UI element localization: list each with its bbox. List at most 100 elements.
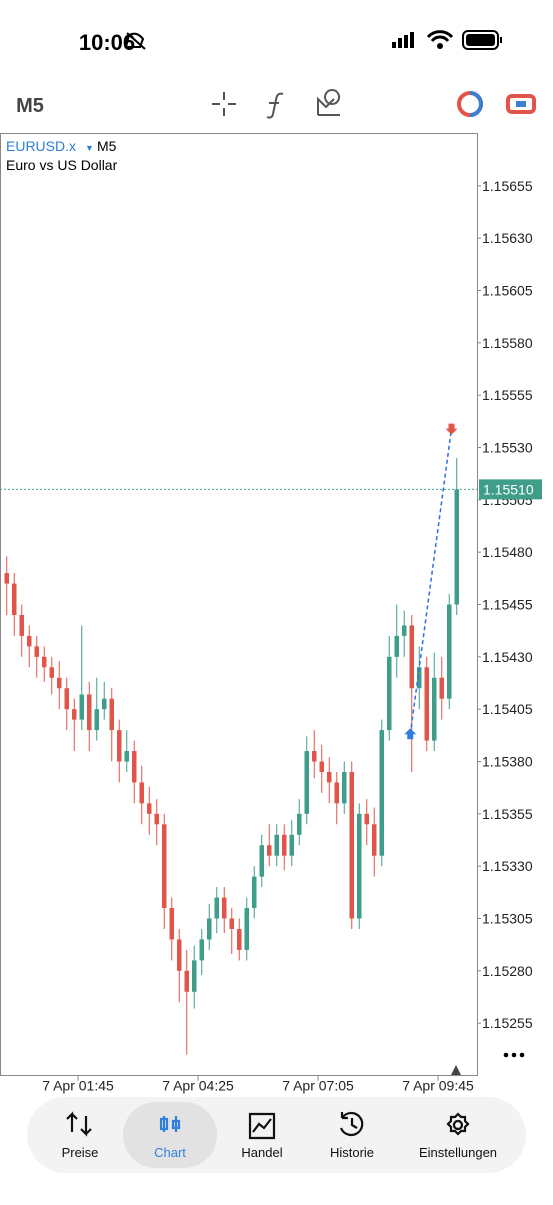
y-tick-label: 1.15530 — [482, 440, 533, 456]
tabs: Preise Chart Handel Historie Einstellungen — [62, 1102, 497, 1168]
tab-icon[interactable] — [248, 1112, 276, 1140]
candle-body — [372, 824, 377, 856]
status-time: 10:06 — [79, 30, 135, 55]
candle-body — [379, 730, 384, 856]
candle-body — [417, 667, 422, 689]
tab-label[interactable]: Chart — [154, 1145, 186, 1160]
candle-body — [327, 771, 332, 783]
candle-body — [342, 771, 347, 804]
status-icons — [124, 30, 502, 50]
y-tick-label: 1.15355 — [482, 806, 533, 822]
candle-body — [79, 694, 84, 720]
candle-body — [394, 635, 399, 657]
toolbar-icons[interactable] — [212, 89, 536, 119]
candle-body — [94, 709, 99, 731]
candle-body — [117, 730, 122, 762]
tab-label[interactable]: Preise — [62, 1145, 99, 1160]
more-menu[interactable] — [503, 1052, 525, 1058]
y-tick-label: 1.15330 — [482, 858, 533, 874]
candle-body — [289, 834, 294, 856]
y-tick-label: 1.15455 — [482, 597, 533, 613]
candle-body — [334, 782, 339, 804]
candle-body — [454, 489, 459, 605]
candle-body — [87, 694, 92, 731]
candle-body — [274, 834, 279, 856]
candle-body — [207, 918, 212, 940]
candle-body — [297, 813, 302, 835]
candle-body — [12, 583, 17, 615]
candle-body — [49, 667, 54, 678]
tab-icon[interactable] — [339, 1111, 364, 1137]
candle-body — [72, 709, 77, 720]
candle-body — [42, 656, 47, 668]
y-tick-label: 1.15380 — [482, 754, 533, 770]
candle-body — [282, 834, 287, 856]
candle-body — [259, 845, 264, 877]
y-tick-label: 1.15305 — [482, 911, 533, 927]
candle-body — [192, 960, 197, 992]
y-tick-label: 1.15480 — [482, 544, 533, 560]
candle-body — [267, 845, 272, 856]
current-price-label: 1.15510 — [483, 481, 534, 497]
x-tick-label: 7 Apr 07:05 — [282, 1078, 354, 1094]
tab-label[interactable]: Handel — [241, 1145, 282, 1160]
candle-body — [402, 625, 407, 636]
candle-body — [214, 897, 219, 919]
y-tick-label: 1.15405 — [482, 701, 533, 717]
candle-body — [19, 614, 24, 636]
candle-body — [169, 908, 174, 940]
symbol-dropdown[interactable]: ▼ — [85, 143, 94, 153]
candle-body — [177, 939, 182, 971]
candle-body — [357, 813, 362, 919]
candle-body — [424, 667, 429, 741]
symbol-description: Euro vs US Dollar — [6, 157, 118, 173]
candle-body — [387, 656, 392, 731]
candle-body — [132, 751, 137, 783]
candle-body — [147, 803, 152, 814]
tab-label[interactable]: Einstellungen — [419, 1145, 497, 1160]
candle-body — [162, 824, 167, 909]
y-tick-label: 1.15605 — [482, 283, 533, 299]
scroll-marker — [451, 1065, 461, 1075]
candle-body — [184, 970, 189, 992]
timeframe-button[interactable]: M5 — [16, 95, 44, 117]
trade-line — [409, 428, 453, 735]
x-tick-label: 7 Apr 09:45 — [402, 1078, 474, 1094]
candle-body — [312, 751, 317, 762]
tab-icon[interactable] — [446, 1112, 470, 1136]
candle-body — [139, 782, 144, 804]
plot: 1.15255 1.15280 1.15305 1.15330 1.15355 1.153… — [0, 178, 542, 1094]
candle-body — [237, 928, 242, 950]
candle-body — [229, 918, 234, 929]
y-tick-label: 1.15430 — [482, 649, 533, 665]
candle-body — [319, 761, 324, 772]
candle-body — [109, 698, 114, 731]
y-tick-label: 1.15280 — [482, 963, 533, 979]
buy-arrow — [404, 728, 417, 740]
candle-body — [244, 908, 249, 950]
y-tick-label: 1.15655 — [482, 178, 533, 194]
symbol-label[interactable]: EURUSD.x — [6, 138, 76, 154]
candle-body — [102, 698, 107, 710]
y-tick-label: 1.15255 — [482, 1015, 533, 1031]
tab-icon[interactable] — [159, 1116, 181, 1132]
candle-body — [4, 573, 9, 584]
candle-body — [57, 677, 62, 689]
tab-label[interactable]: Historie — [330, 1145, 374, 1160]
sell-arrow — [445, 423, 458, 435]
candle-body — [64, 688, 69, 710]
y-tick-label: 1.15630 — [482, 230, 533, 246]
candle-body — [349, 771, 354, 919]
candle-body — [439, 677, 444, 699]
candle-body — [27, 635, 32, 647]
candle-body — [124, 751, 129, 762]
tab-icon[interactable] — [66, 1111, 92, 1137]
selected-tab-bg — [123, 1102, 217, 1168]
x-tick-label: 7 Apr 04:25 — [162, 1078, 234, 1094]
candle-body — [252, 876, 257, 909]
current-price-box — [479, 479, 542, 500]
candle-body — [199, 939, 204, 961]
y-tick-label: 1.15580 — [482, 335, 533, 351]
